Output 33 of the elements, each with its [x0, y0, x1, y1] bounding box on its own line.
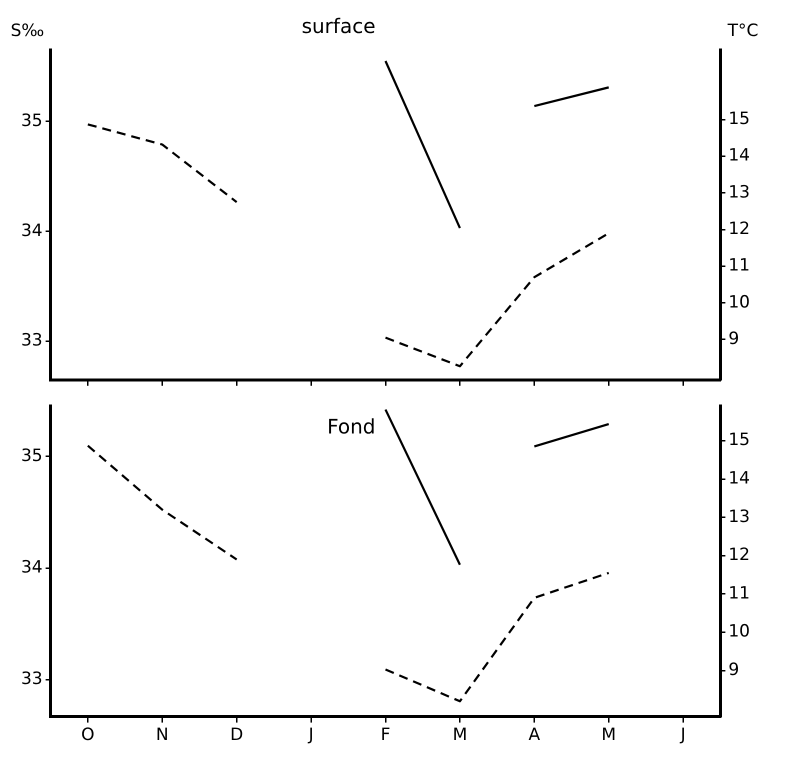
y2-tick-label: 12 [728, 218, 750, 239]
text: Fond [327, 414, 376, 438]
y2-tick-label: 13 [728, 506, 750, 527]
y-tick-label: 35 [20, 110, 43, 131]
y2-tick-label: 14 [728, 146, 750, 166]
chart-title: surface [302, 14, 376, 38]
x-tick-label: N [156, 725, 169, 746]
y2-tick-label: 14 [728, 468, 750, 488]
y2-tick-label: 13 [728, 182, 750, 202]
y2-tick-label: 10 [728, 622, 750, 642]
x-tick-label: M [601, 725, 616, 746]
x-tick-label: M [452, 725, 468, 746]
x-tick-label: F [380, 725, 390, 746]
y2-tick-label: 9 [728, 328, 740, 349]
x-tick-label: A [528, 725, 541, 746]
x-tick-label: J [680, 725, 686, 746]
x-tick-label: O [81, 725, 95, 746]
y-tick-label: 34 [20, 558, 43, 578]
y2-tick-label: 11 [728, 256, 750, 276]
x-tick-label: D [230, 725, 244, 746]
y2-tick-label: 11 [728, 583, 750, 604]
y2-axis-title: T°C [726, 20, 758, 41]
y2-tick-label: 10 [728, 292, 750, 312]
y-axis-title: S‰ [10, 20, 44, 41]
y-tick-label: 33 [20, 330, 43, 351]
y2-tick-label: 15 [728, 430, 750, 450]
y-tick-label: 33 [20, 669, 43, 690]
y2-tick-label: 15 [728, 109, 750, 130]
y-tick-label: 35 [20, 446, 43, 466]
y-tick-label: 34 [20, 220, 43, 241]
y2-tick-label: 9 [728, 660, 740, 680]
y2-tick-label: 12 [728, 545, 750, 566]
x-tick-label: J [308, 725, 314, 746]
